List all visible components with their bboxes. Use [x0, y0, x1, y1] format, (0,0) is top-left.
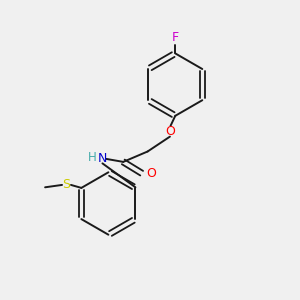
Text: F: F [172, 31, 179, 44]
Text: O: O [146, 167, 156, 180]
Text: O: O [165, 125, 175, 138]
Text: H: H [88, 151, 97, 164]
Text: N: N [98, 152, 107, 165]
Text: S: S [62, 178, 70, 191]
